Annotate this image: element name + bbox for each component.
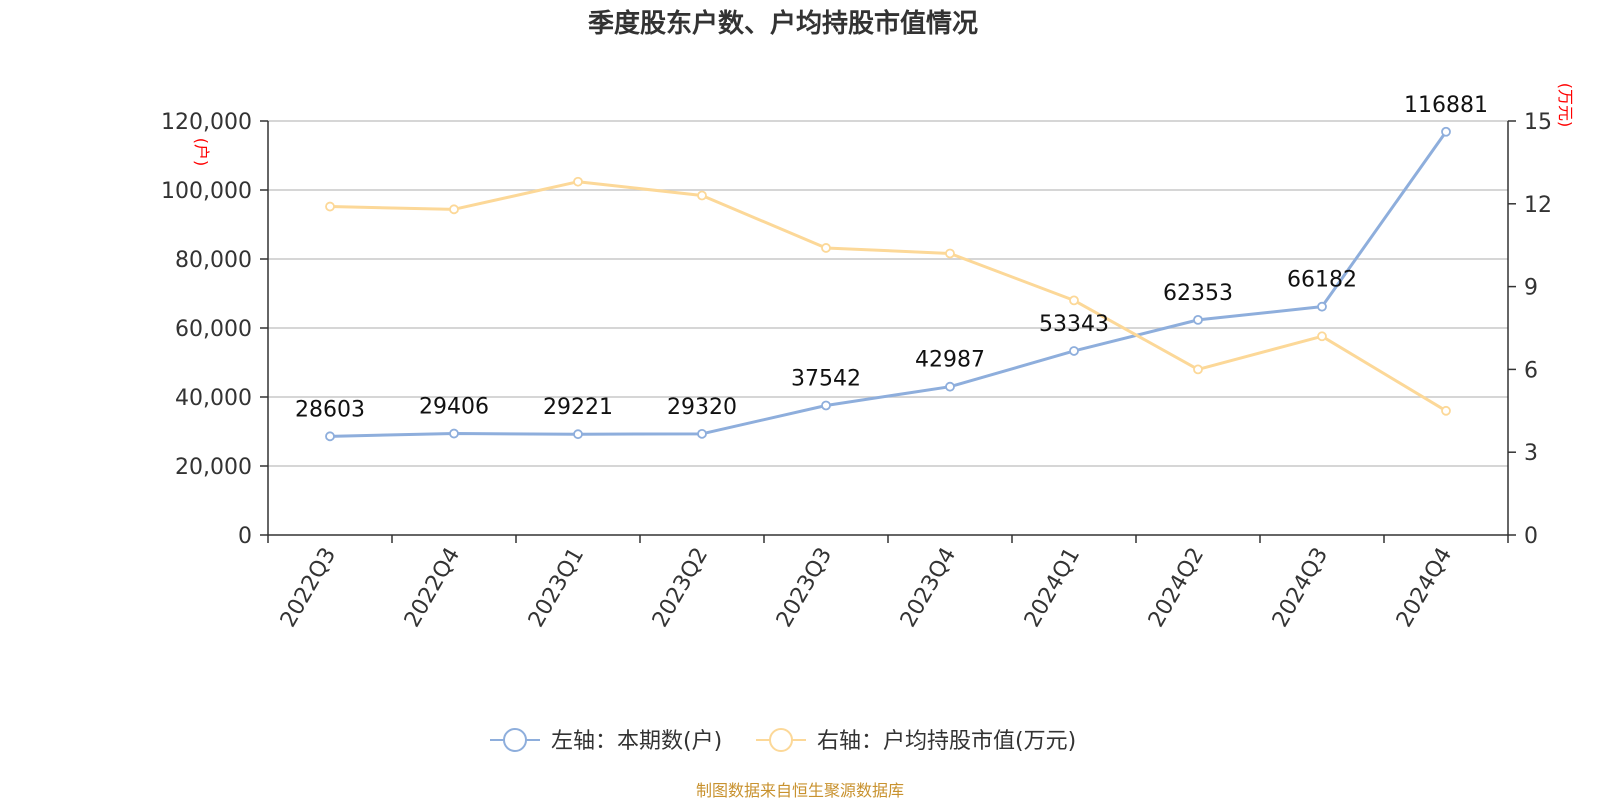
right-axis-tick-label: 0 xyxy=(1524,524,1538,549)
data-point-right xyxy=(945,248,955,259)
x-axis-tick-label: 2023Q4 xyxy=(896,544,961,632)
data-label: 29221 xyxy=(543,395,613,420)
data-point-left xyxy=(573,429,583,440)
data-point-left xyxy=(945,381,955,392)
legend-label-left-series: 左轴：本期数(户) xyxy=(551,729,722,754)
series-line-left xyxy=(329,130,1448,438)
gridlines xyxy=(268,120,1508,467)
left-axis-tick-label: 20,000 xyxy=(175,455,252,480)
data-point-left xyxy=(325,431,335,442)
right-axis-tick-label: 9 xyxy=(1524,276,1538,301)
data-point-right xyxy=(325,201,335,212)
data-label: 116881 xyxy=(1404,93,1488,118)
legend-swatch-marker xyxy=(503,728,527,752)
right-axis-tick-label: 6 xyxy=(1524,358,1538,383)
x-axis-tick-label: 2024Q1 xyxy=(1020,544,1085,632)
data-point-left xyxy=(1193,314,1203,325)
left-axis-tick-label: 120,000 xyxy=(161,110,252,135)
data-point-right xyxy=(1193,364,1203,375)
x-axis-tick-label: 2024Q2 xyxy=(1144,544,1209,632)
left-axis-tick-label: 60,000 xyxy=(175,317,252,342)
legend: 左轴：本期数(户) 右轴：户均持股市值(万元) xyxy=(490,728,1076,754)
data-point-right xyxy=(1317,331,1327,342)
left-axis-tick-label: 80,000 xyxy=(175,248,252,273)
data-label: 37542 xyxy=(791,366,861,391)
data-label: 66182 xyxy=(1287,268,1357,293)
data-point-right xyxy=(1441,405,1451,416)
data-label: 29320 xyxy=(667,395,737,420)
left-axis-unit: (户) xyxy=(192,138,211,167)
data-label: 53343 xyxy=(1039,312,1109,337)
x-axis-tick-label: 2022Q3 xyxy=(276,544,341,632)
right-axis-tick-label: 15 xyxy=(1524,110,1552,135)
series-line-right xyxy=(329,180,1447,413)
data-label: 42987 xyxy=(915,348,985,373)
x-axis-tick-label: 2023Q2 xyxy=(648,544,713,632)
chart-title: 季度股东户数、户均持股市值情况 xyxy=(588,8,978,39)
data-point-right xyxy=(449,204,459,215)
data-point-left xyxy=(1317,301,1327,312)
data-point-left xyxy=(449,428,459,439)
data-label: 28603 xyxy=(295,397,365,422)
x-axis-tick-label: 2023Q1 xyxy=(524,544,589,632)
right-axis-unit: (万元) xyxy=(1556,83,1575,128)
legend-swatch-marker xyxy=(769,728,793,752)
data-point-right xyxy=(573,176,583,187)
legend-item-right-series[interactable]: 右轴：户均持股市值(万元) xyxy=(756,728,1076,754)
data-point-right xyxy=(1069,295,1079,306)
data-point-right xyxy=(821,243,831,253)
data-point-right xyxy=(697,190,707,201)
left-axis-tick-label: 100,000 xyxy=(161,179,252,204)
data-point-left xyxy=(1069,346,1079,356)
data-labels: 28603 29406 29221 29320 37542 42987 53343 62353… xyxy=(295,93,1488,423)
data-point-left xyxy=(697,428,707,439)
legend-item-left-series[interactable]: 左轴：本期数(户) xyxy=(490,728,722,754)
x-axis-tick-label: 2022Q4 xyxy=(400,544,465,632)
left-axis-tick-label: 40,000 xyxy=(175,386,252,411)
source-caption: 制图数据来自恒生聚源数据库 xyxy=(696,781,904,800)
x-axis-tick-label: 2023Q3 xyxy=(772,544,837,632)
left-axis-tick-label: 0 xyxy=(238,524,252,549)
x-axis-tick-label: 2024Q3 xyxy=(1268,544,1333,632)
data-label: 62353 xyxy=(1163,281,1233,306)
right-axis-tick-label: 12 xyxy=(1524,193,1552,218)
x-axis-tick-label: 2024Q4 xyxy=(1392,544,1457,632)
series-lines xyxy=(325,126,1451,442)
right-axis-tick-label: 3 xyxy=(1524,441,1538,466)
legend-label-right-series: 右轴：户均持股市值(万元) xyxy=(817,729,1076,754)
data-label: 29406 xyxy=(419,395,489,420)
data-point-left xyxy=(821,400,831,411)
data-point-left xyxy=(1441,126,1451,137)
